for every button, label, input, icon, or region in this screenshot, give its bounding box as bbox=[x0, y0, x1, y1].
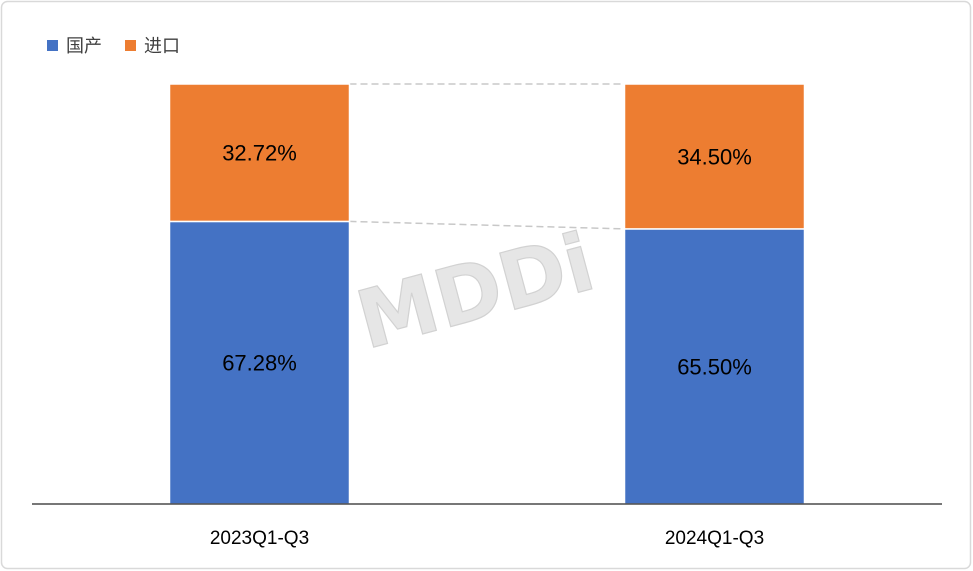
legend-label-series-2: 进口 bbox=[144, 36, 180, 56]
x-axis-tick-labels: 2023Q1-Q3 2024Q1-Q3 bbox=[210, 528, 764, 549]
x-tick-label-1: 2023Q1-Q3 bbox=[210, 528, 309, 549]
legend-swatch-series-2 bbox=[125, 40, 136, 51]
data-label-series-1-cat-2: 65.50% bbox=[677, 354, 752, 379]
x-tick-label-2: 2024Q1-Q3 bbox=[665, 528, 764, 549]
series-line-1-segment-1 bbox=[349, 220, 625, 230]
bars bbox=[168, 83, 806, 505]
legend: 国产 进口 bbox=[47, 36, 180, 56]
series-lines bbox=[349, 83, 625, 230]
legend-label-series-1: 国产 bbox=[66, 36, 102, 56]
data-label-series-2-cat-1: 32.72% bbox=[222, 141, 297, 166]
data-labels: 67.28% 32.72% 65.50% 34.50% bbox=[222, 141, 752, 380]
bar-segment-series-2-cat-2 bbox=[623, 83, 806, 230]
legend-swatch-series-1 bbox=[47, 40, 58, 51]
legend-item-series-2: 进口 bbox=[125, 36, 180, 56]
data-label-series-2-cat-2: 34.50% bbox=[677, 144, 752, 169]
legend-item-series-1: 国产 bbox=[47, 36, 102, 56]
bar-segment-series-1-cat-1 bbox=[168, 220, 351, 505]
bar-segment-series-2-cat-1 bbox=[168, 83, 351, 223]
data-label-series-1-cat-1: 67.28% bbox=[222, 351, 297, 376]
